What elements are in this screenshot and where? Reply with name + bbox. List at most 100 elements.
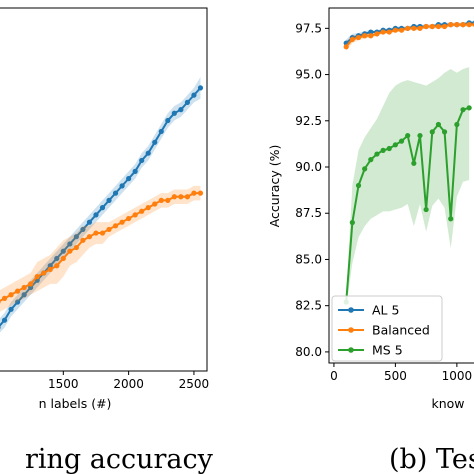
point-ms-5 bbox=[374, 151, 380, 157]
x-tick-label: 2000 bbox=[113, 377, 144, 391]
point-al-5 bbox=[21, 292, 27, 298]
point-al-5 bbox=[0, 325, 1, 330]
point-balanced bbox=[466, 22, 472, 28]
legend-marker-ms-5 bbox=[348, 347, 354, 353]
right-y-axis-label: Accuracy (%) bbox=[267, 145, 282, 228]
point-al-5 bbox=[67, 241, 73, 247]
point-balanced bbox=[171, 194, 177, 200]
point-al-5 bbox=[47, 263, 53, 269]
legend-entries: AL 5 Balanced MS 5 bbox=[338, 303, 430, 358]
band-ms-5 bbox=[346, 67, 470, 308]
right-axes-frame bbox=[328, 7, 474, 364]
point-balanced bbox=[405, 25, 411, 31]
point-balanced bbox=[93, 230, 99, 236]
point-balanced bbox=[47, 266, 53, 272]
point-al-5 bbox=[73, 234, 79, 240]
point-balanced bbox=[119, 219, 125, 225]
point-al-5 bbox=[14, 299, 21, 305]
x-tick-label: 1000 bbox=[442, 369, 473, 383]
point-al-5 bbox=[80, 226, 86, 233]
point-al-5 bbox=[28, 284, 34, 291]
point-balanced bbox=[349, 36, 355, 43]
right-x-axis-label: know bbox=[431, 396, 464, 411]
y-tick-label: 90.0 bbox=[295, 160, 322, 174]
point-balanced bbox=[184, 194, 191, 200]
point-balanced bbox=[454, 22, 460, 28]
point-balanced bbox=[14, 288, 21, 294]
x-tick-label: 500 bbox=[384, 369, 407, 383]
point-al-5 bbox=[178, 107, 184, 113]
point-al-5 bbox=[197, 85, 204, 91]
point-balanced bbox=[28, 281, 34, 287]
legend-label-ms-5: MS 5 bbox=[372, 343, 403, 358]
point-al-5 bbox=[145, 150, 151, 156]
legend-box bbox=[331, 295, 443, 362]
point-balanced bbox=[34, 274, 40, 280]
point-balanced bbox=[417, 25, 423, 31]
y-tick-label: 92.5 bbox=[295, 114, 322, 128]
point-balanced bbox=[73, 244, 79, 251]
point-ms-5 bbox=[398, 138, 405, 144]
point-balanced bbox=[8, 292, 14, 298]
legend-label-al-5: AL 5 bbox=[372, 303, 399, 318]
point-balanced bbox=[132, 212, 138, 218]
point-ms-5 bbox=[355, 182, 362, 189]
point-ms-5 bbox=[466, 105, 472, 111]
point-ms-5 bbox=[429, 129, 435, 135]
point-al-5 bbox=[119, 183, 125, 189]
point-al-5 bbox=[126, 176, 132, 182]
point-al-5 bbox=[132, 168, 138, 174]
point-balanced bbox=[60, 255, 66, 262]
point-balanced bbox=[343, 44, 349, 50]
right-plot-area bbox=[343, 20, 474, 308]
point-balanced bbox=[126, 215, 132, 222]
point-al-5 bbox=[158, 128, 164, 135]
point-balanced bbox=[423, 23, 429, 30]
point-ms-5 bbox=[423, 206, 429, 213]
x-tick-label: 2500 bbox=[179, 377, 210, 391]
point-balanced bbox=[1, 295, 8, 301]
point-al-5 bbox=[139, 157, 145, 164]
point-al-5 bbox=[112, 190, 119, 196]
point-balanced bbox=[448, 22, 454, 28]
point-al-5 bbox=[93, 212, 99, 218]
point-balanced bbox=[392, 27, 398, 33]
right-chart: 80.0 82.5 85.0 87.5 90.0 92.5 95.0 97.5 0 500 100… bbox=[267, 7, 474, 474]
y-tick-label: 97.5 bbox=[295, 21, 322, 35]
point-balanced bbox=[139, 208, 145, 214]
point-ms-5 bbox=[362, 166, 368, 172]
point-ms-5 bbox=[380, 147, 386, 153]
point-al-5 bbox=[191, 92, 197, 98]
point-balanced bbox=[411, 25, 417, 31]
point-balanced bbox=[86, 234, 93, 240]
point-balanced bbox=[99, 230, 106, 236]
point-al-5 bbox=[60, 248, 66, 254]
y-tick-label: 87.5 bbox=[295, 206, 322, 220]
point-balanced bbox=[67, 248, 73, 254]
point-al-5 bbox=[152, 139, 158, 145]
point-balanced bbox=[41, 270, 47, 276]
left-x-axis-label: n labels (#) bbox=[39, 396, 112, 411]
point-balanced bbox=[197, 190, 204, 196]
point-balanced bbox=[21, 284, 27, 291]
point-balanced bbox=[380, 29, 386, 35]
point-balanced bbox=[178, 194, 184, 200]
left-chart: 1500 2000 2500 n labels (#) ring accuracy bbox=[0, 7, 214, 474]
point-al-5 bbox=[86, 219, 93, 225]
point-balanced bbox=[398, 27, 405, 33]
point-balanced bbox=[54, 263, 60, 269]
point-ms-5 bbox=[435, 121, 442, 128]
point-balanced bbox=[460, 22, 466, 28]
left-plot-area bbox=[0, 76, 204, 333]
legend-marker-balanced bbox=[348, 327, 354, 333]
x-tick-label: 1500 bbox=[48, 377, 79, 391]
left-caption: ring accuracy bbox=[25, 444, 214, 474]
point-balanced bbox=[112, 223, 119, 229]
point-al-5 bbox=[8, 306, 14, 312]
point-ms-5 bbox=[454, 121, 460, 128]
point-al-5 bbox=[106, 197, 112, 203]
point-balanced bbox=[441, 23, 448, 30]
point-ms-5 bbox=[386, 145, 392, 152]
point-balanced bbox=[362, 33, 368, 39]
line-balanced bbox=[345, 23, 474, 48]
